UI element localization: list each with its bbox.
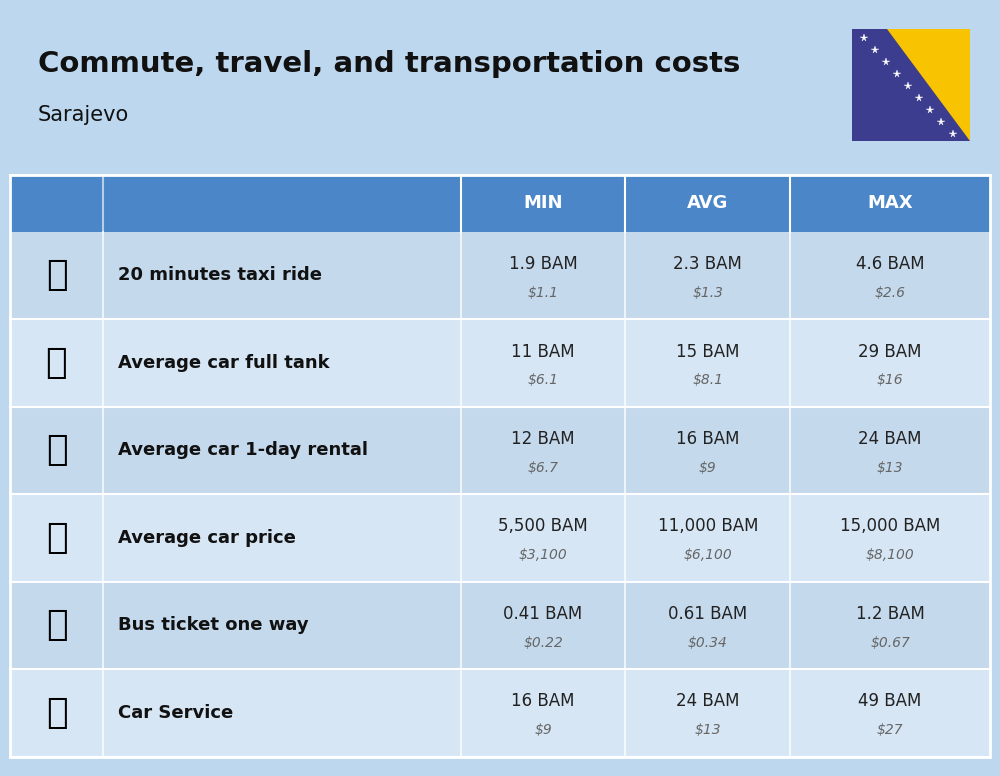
Text: 49 BAM: 49 BAM xyxy=(858,692,922,711)
Text: $27: $27 xyxy=(877,723,903,737)
Text: 1.2 BAM: 1.2 BAM xyxy=(856,605,924,623)
Text: 🚖: 🚖 xyxy=(46,258,67,293)
Bar xyxy=(10,669,990,757)
Bar xyxy=(10,407,990,494)
Text: $13: $13 xyxy=(694,723,721,737)
Text: Sarajevo: Sarajevo xyxy=(38,105,129,125)
Text: MAX: MAX xyxy=(867,194,913,212)
Text: $8.1: $8.1 xyxy=(692,373,723,387)
Text: 12 BAM: 12 BAM xyxy=(511,430,575,448)
Text: 16 BAM: 16 BAM xyxy=(676,430,740,448)
Text: 5,500 BAM: 5,500 BAM xyxy=(498,518,588,535)
Text: $9: $9 xyxy=(699,461,717,475)
Text: 11,000 BAM: 11,000 BAM xyxy=(658,518,758,535)
Text: Average car full tank: Average car full tank xyxy=(118,354,330,372)
Text: $1.1: $1.1 xyxy=(528,286,559,300)
Bar xyxy=(852,29,970,141)
Text: Bus ticket one way: Bus ticket one way xyxy=(118,616,309,634)
Text: 🚌: 🚌 xyxy=(46,608,67,643)
Polygon shape xyxy=(887,29,970,141)
Text: ⛽️: ⛽️ xyxy=(46,346,67,380)
Text: 4.6 BAM: 4.6 BAM xyxy=(856,255,924,273)
Text: 0.61 BAM: 0.61 BAM xyxy=(668,605,747,623)
Bar xyxy=(10,175,990,757)
Text: $6,100: $6,100 xyxy=(683,549,732,563)
Text: $1.3: $1.3 xyxy=(692,286,723,300)
Text: $6.7: $6.7 xyxy=(528,461,559,475)
Text: 0.41 BAM: 0.41 BAM xyxy=(503,605,583,623)
Text: 20 minutes taxi ride: 20 minutes taxi ride xyxy=(118,266,322,284)
Text: 1.9 BAM: 1.9 BAM xyxy=(509,255,577,273)
Text: MIN: MIN xyxy=(523,194,563,212)
Text: $9: $9 xyxy=(534,723,552,737)
Text: $16: $16 xyxy=(877,373,903,387)
Text: 🚚: 🚚 xyxy=(46,696,67,730)
Text: 24 BAM: 24 BAM xyxy=(676,692,740,711)
Text: $0.22: $0.22 xyxy=(523,636,563,650)
Text: Commute, travel, and transportation costs: Commute, travel, and transportation cost… xyxy=(38,50,740,78)
Text: 15,000 BAM: 15,000 BAM xyxy=(840,518,940,535)
Text: AVG: AVG xyxy=(687,194,728,212)
Text: $6.1: $6.1 xyxy=(528,373,559,387)
Text: $0.67: $0.67 xyxy=(870,636,910,650)
Text: 29 BAM: 29 BAM xyxy=(858,342,922,361)
Text: $3,100: $3,100 xyxy=(519,549,567,563)
Bar xyxy=(10,319,990,407)
Bar xyxy=(10,494,990,582)
Text: Average car 1-day rental: Average car 1-day rental xyxy=(118,442,368,459)
Text: $0.34: $0.34 xyxy=(688,636,728,650)
Text: Car Service: Car Service xyxy=(118,704,233,722)
Text: 🚗: 🚗 xyxy=(46,521,67,555)
Text: 🚙: 🚙 xyxy=(46,433,67,467)
Text: $8,100: $8,100 xyxy=(866,549,914,563)
Text: 11 BAM: 11 BAM xyxy=(511,342,575,361)
Text: 24 BAM: 24 BAM xyxy=(858,430,922,448)
Bar xyxy=(10,175,990,231)
Text: 2.3 BAM: 2.3 BAM xyxy=(673,255,742,273)
Text: 16 BAM: 16 BAM xyxy=(511,692,575,711)
Text: 15 BAM: 15 BAM xyxy=(676,342,740,361)
Text: Average car price: Average car price xyxy=(118,529,296,547)
Bar xyxy=(10,231,990,319)
Text: $13: $13 xyxy=(877,461,903,475)
Text: $2.6: $2.6 xyxy=(875,286,906,300)
Bar xyxy=(10,582,990,669)
